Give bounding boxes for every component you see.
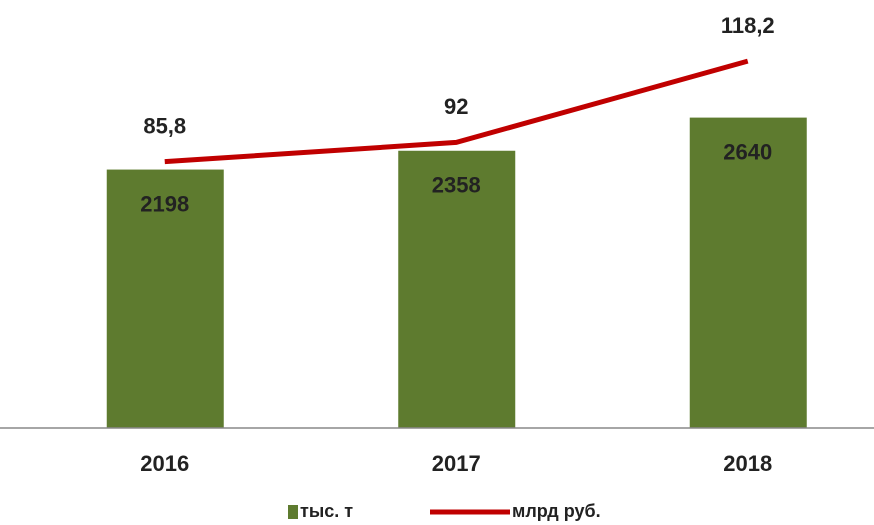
bar-value-label: 2358 bbox=[432, 173, 481, 198]
x-tick-label: 2016 bbox=[140, 451, 189, 476]
line-value-label: 92 bbox=[444, 94, 468, 119]
line-series bbox=[164, 58, 749, 165]
bar bbox=[398, 150, 516, 429]
x-tick-label: 2017 bbox=[432, 451, 481, 476]
bar-value-label: 2640 bbox=[723, 139, 772, 164]
line-value-label: 118,2 bbox=[721, 13, 775, 38]
legend-swatch bbox=[288, 505, 298, 519]
x-tick-label: 2018 bbox=[723, 451, 772, 476]
line-value-label: 85,8 bbox=[143, 113, 186, 138]
bar bbox=[689, 117, 807, 428]
bar-value-label: 2198 bbox=[140, 191, 189, 216]
legend-label: тыс. т bbox=[300, 501, 353, 521]
legend-label: млрд руб. bbox=[512, 501, 601, 521]
bar bbox=[106, 169, 224, 428]
